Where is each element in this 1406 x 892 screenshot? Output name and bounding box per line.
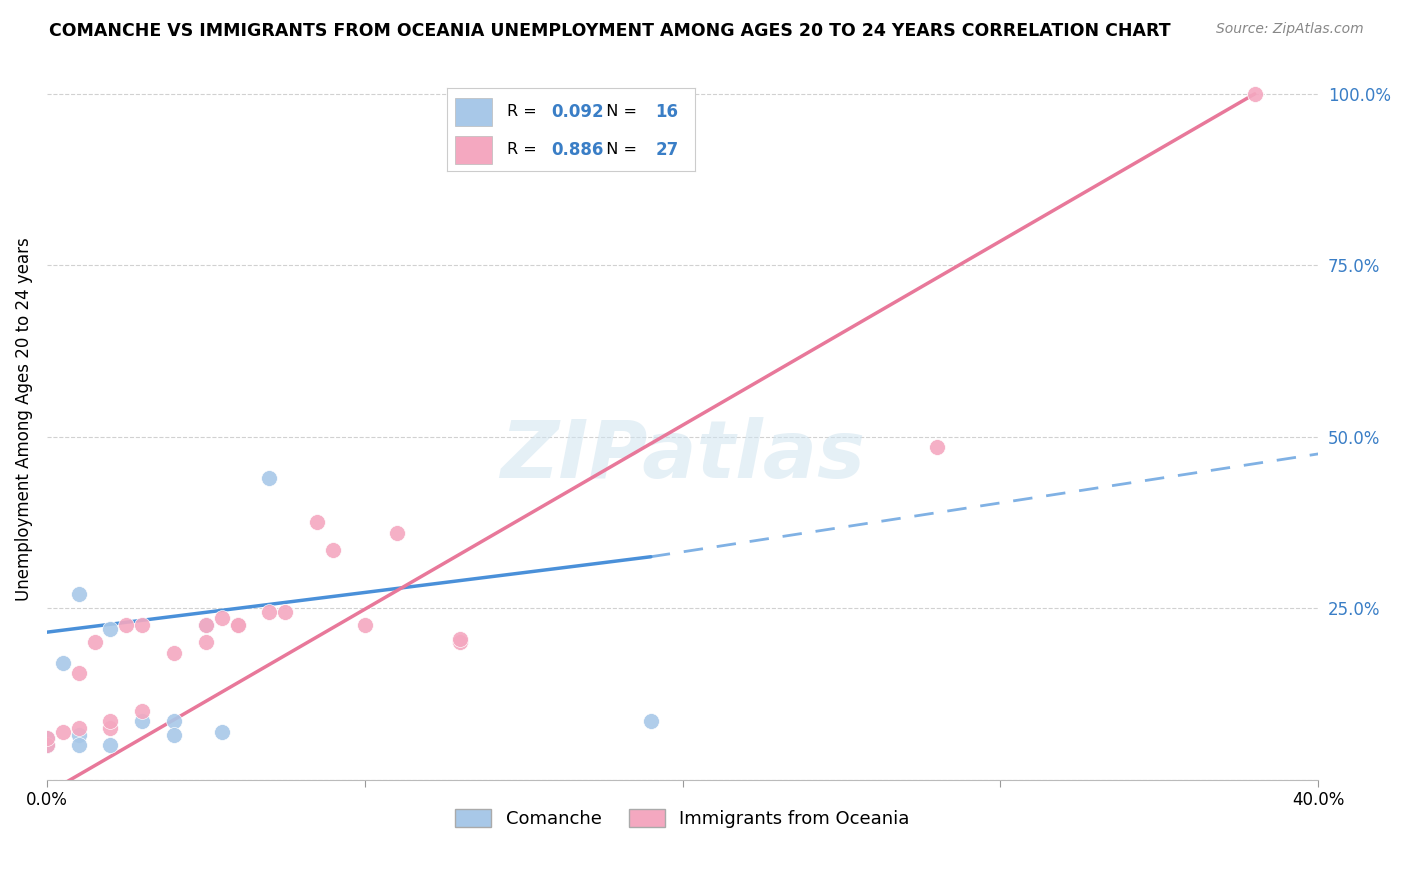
Text: COMANCHE VS IMMIGRANTS FROM OCEANIA UNEMPLOYMENT AMONG AGES 20 TO 24 YEARS CORRE: COMANCHE VS IMMIGRANTS FROM OCEANIA UNEM… (49, 22, 1171, 40)
Point (131, 714, 153, 729)
Point (226, 618, 249, 632)
Point (194, 618, 217, 632)
Point (226, 618, 249, 632)
Point (67, 721, 90, 735)
Point (307, 516, 329, 530)
Point (259, 471, 281, 485)
Point (35, 739, 58, 753)
Point (35, 731, 58, 746)
Point (131, 618, 153, 632)
Point (67, 728, 90, 742)
Point (131, 704, 153, 718)
Point (259, 605, 281, 619)
Point (194, 635, 217, 649)
Point (52, 656, 75, 670)
Point (163, 714, 186, 729)
Point (35, 731, 58, 746)
Point (67, 739, 90, 753)
Point (322, 542, 344, 557)
Point (163, 646, 186, 660)
Point (35, 739, 58, 753)
Point (67, 587, 90, 601)
Point (925, 440, 948, 454)
Point (449, 635, 471, 649)
Text: Source: ZipAtlas.com: Source: ZipAtlas.com (1216, 22, 1364, 37)
Point (83, 635, 105, 649)
Point (35, 739, 58, 753)
Point (211, 724, 233, 739)
Point (449, 632, 471, 646)
Point (52, 724, 75, 739)
Point (211, 611, 233, 625)
Point (67, 666, 90, 681)
Text: ZIPatlas: ZIPatlas (501, 417, 865, 494)
Point (100, 714, 122, 729)
Point (274, 605, 297, 619)
Point (100, 721, 122, 735)
Point (385, 525, 408, 540)
Point (163, 728, 186, 742)
Y-axis label: Unemployment Among Ages 20 to 24 years: Unemployment Among Ages 20 to 24 years (15, 238, 32, 601)
Point (115, 618, 138, 632)
Point (100, 739, 122, 753)
Point (194, 618, 217, 632)
Point (353, 618, 375, 632)
Legend: Comanche, Immigrants from Oceania: Comanche, Immigrants from Oceania (449, 802, 917, 836)
Point (640, 714, 662, 729)
Point (1243, 87, 1265, 101)
Point (100, 622, 122, 636)
